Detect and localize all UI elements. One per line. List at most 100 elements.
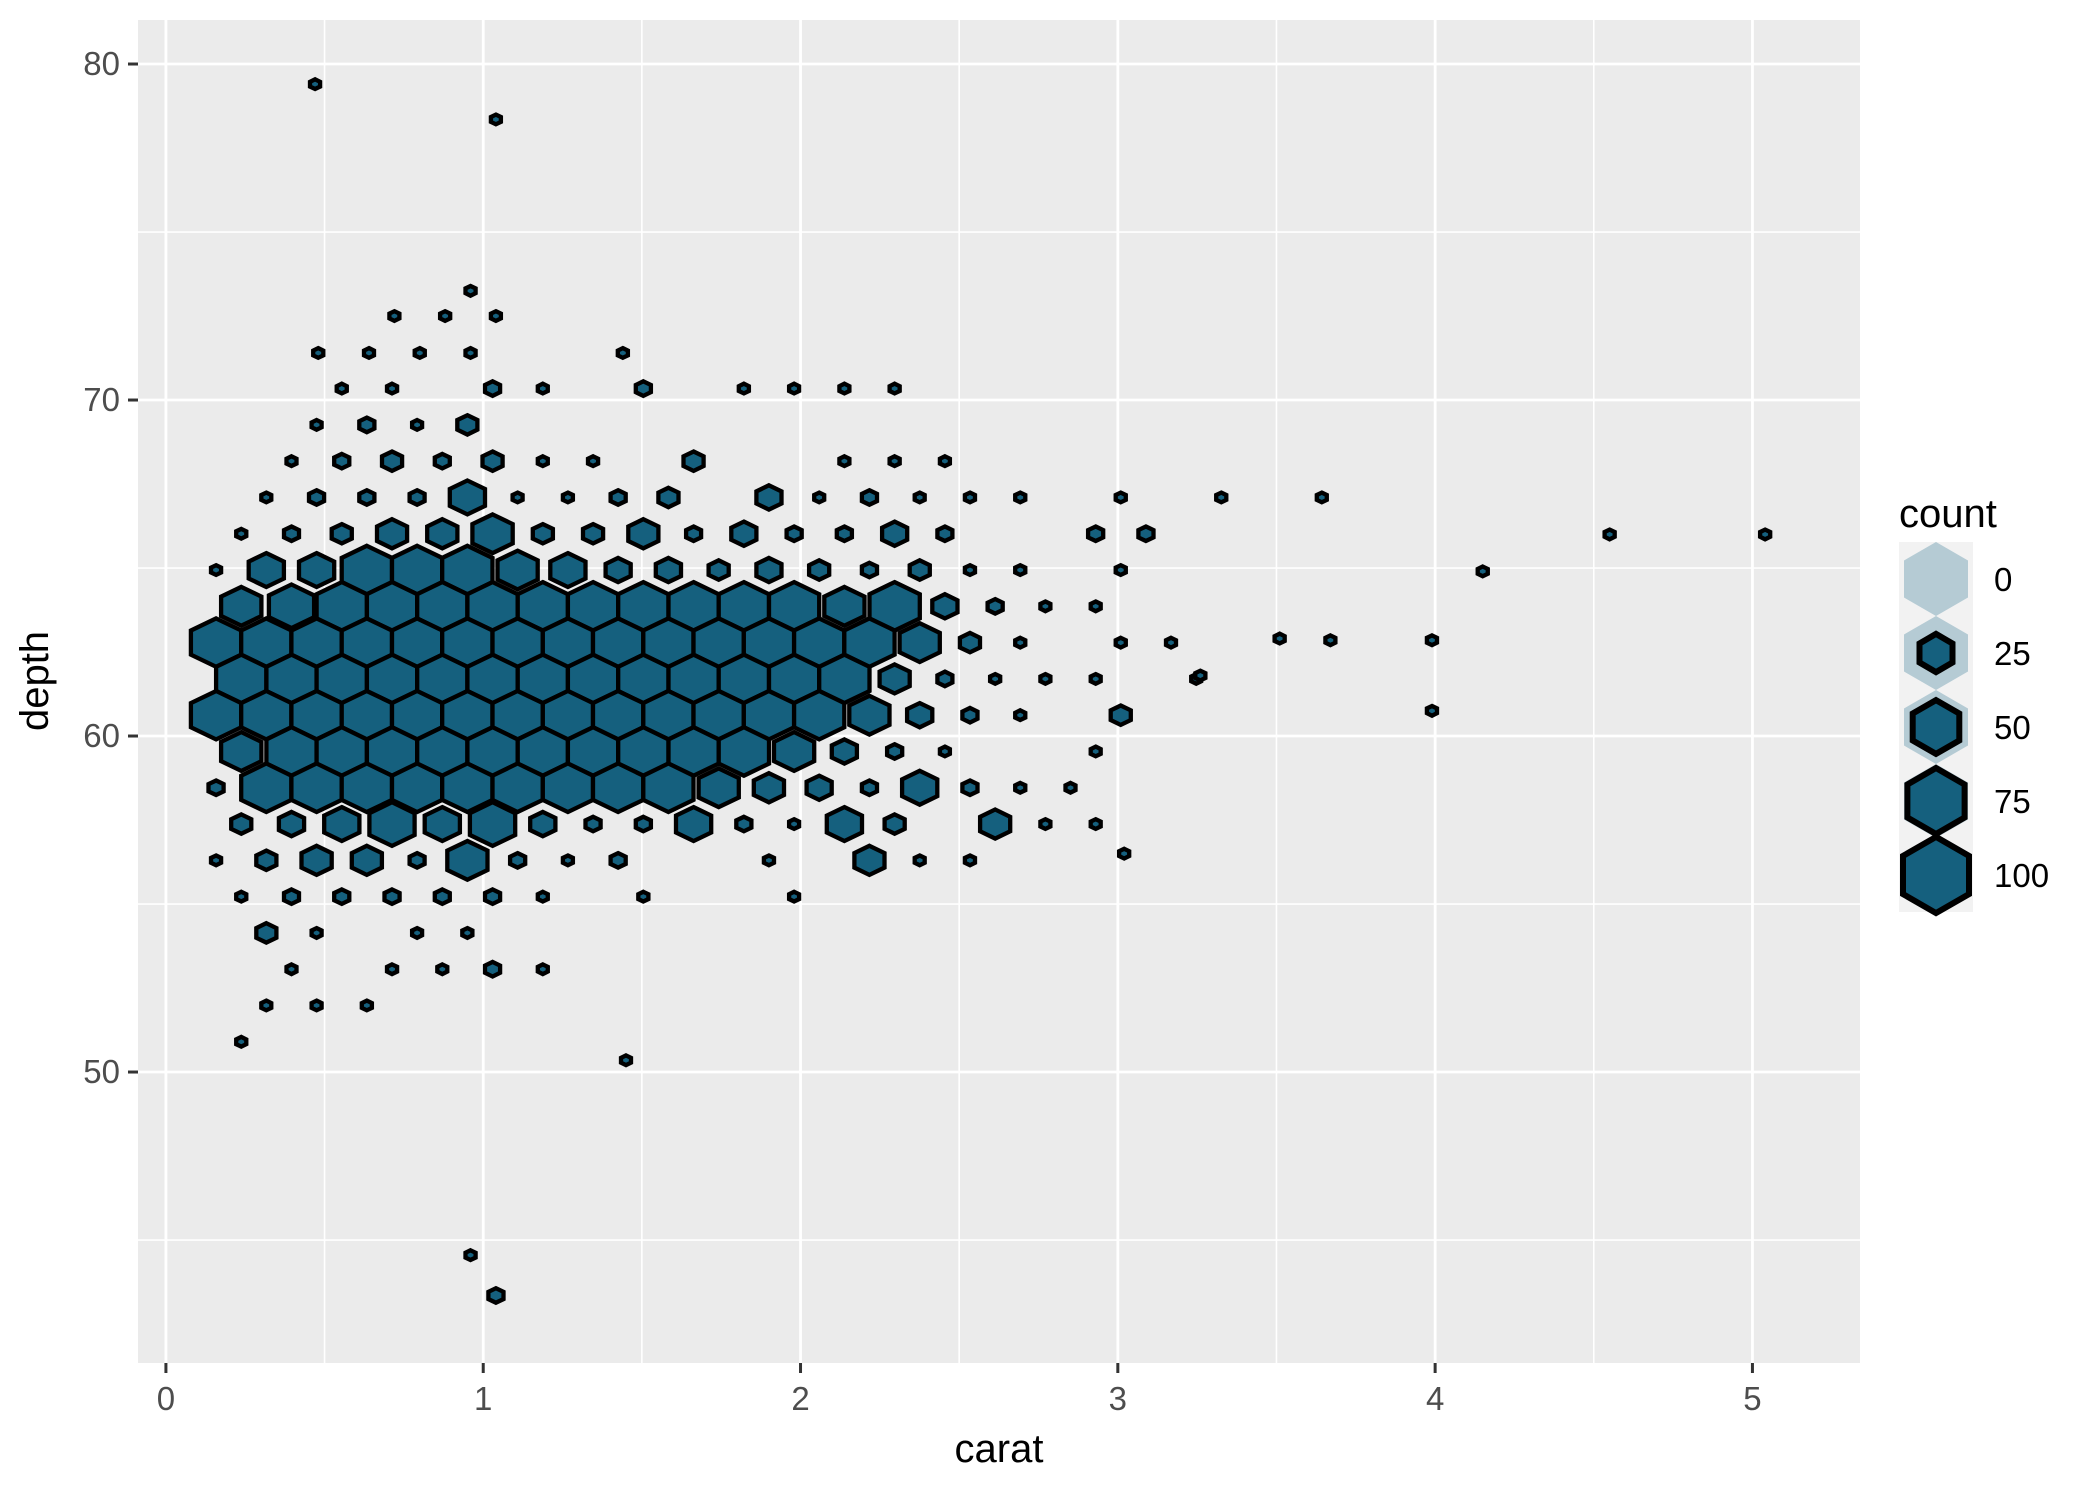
hex-bin	[907, 557, 932, 583]
hex-bin	[985, 596, 1005, 616]
hex-bin	[422, 804, 463, 844]
hex-bin	[608, 850, 628, 870]
hex-bin	[937, 453, 953, 469]
hex-bin	[412, 345, 427, 361]
hex-bin	[696, 766, 741, 810]
hex-bin	[960, 778, 980, 798]
hex-bin	[930, 591, 960, 621]
hex-bin	[463, 283, 478, 299]
hex-bin	[548, 550, 588, 590]
hex-bin	[254, 848, 279, 873]
hex-bin	[681, 449, 706, 474]
hex-bin	[432, 451, 452, 471]
hex-bin	[1013, 707, 1028, 723]
hex-bin	[535, 381, 550, 396]
hex-bin	[761, 853, 777, 868]
hex-bin	[962, 562, 978, 578]
legend-label: 25	[1994, 635, 2031, 672]
hex-bin	[837, 381, 852, 396]
hex-bin	[259, 998, 274, 1013]
hex-bin	[284, 962, 299, 977]
hex-bin	[1013, 490, 1028, 505]
hex-bin	[306, 487, 327, 508]
legend-hexagon-icon	[1916, 630, 1956, 676]
hex-bin	[887, 453, 902, 469]
hex-bin	[530, 521, 556, 546]
hex-bin	[528, 809, 558, 839]
hex-bin	[734, 814, 754, 834]
hex-bin	[784, 524, 804, 544]
hex-bin	[935, 669, 955, 689]
hex-bin	[1424, 703, 1440, 719]
hex-bin	[1088, 816, 1103, 832]
legend-ghost-hexagon-icon	[1904, 542, 1968, 616]
y-tick-label: 70	[83, 381, 120, 418]
hex-bin	[1113, 490, 1128, 505]
hex-bin	[309, 925, 324, 941]
y-tick-label: 60	[83, 717, 120, 754]
hex-bin	[535, 453, 550, 469]
hex-bin	[486, 1285, 506, 1306]
legend-label: 0	[1994, 561, 2012, 598]
hex-bin	[281, 524, 302, 544]
hex-bin	[309, 998, 324, 1013]
hex-bin	[407, 850, 427, 870]
hex-bin	[754, 482, 784, 512]
hex-bin	[859, 487, 880, 508]
legend-hexagon-icon	[1904, 764, 1968, 838]
hex-bin	[879, 519, 910, 549]
hex-bin	[488, 308, 504, 324]
hex-bin	[407, 487, 427, 508]
legend-label: 50	[1994, 709, 2031, 746]
hex-bin	[837, 453, 852, 469]
hex-bin	[507, 850, 528, 870]
hex-bin	[239, 761, 294, 815]
hex-bin	[706, 557, 731, 583]
hex-bin	[409, 417, 425, 433]
hex-bin	[987, 671, 1003, 687]
hex-bin	[445, 838, 490, 883]
hex-bin	[234, 1034, 249, 1049]
x-tick-label: 4	[1426, 1380, 1444, 1417]
hex-bin	[786, 889, 802, 904]
hex-bin	[1757, 527, 1773, 542]
hex-bin	[332, 451, 352, 471]
hex-bin	[1013, 562, 1028, 578]
hex-bin	[580, 521, 606, 546]
hex-bin	[332, 887, 352, 907]
hex-bin	[482, 378, 503, 399]
hex-bin	[683, 524, 704, 544]
hex-bin	[276, 809, 307, 839]
hex-bin	[374, 516, 410, 551]
hex-bin	[463, 345, 478, 361]
hex-bin	[937, 744, 953, 759]
hex-bin	[234, 889, 249, 904]
hex-bin	[535, 889, 550, 904]
hex-bin	[716, 724, 772, 779]
hex-bin	[361, 345, 377, 361]
hex-bin	[608, 487, 628, 508]
hex-bin	[736, 381, 752, 396]
hex-bin	[729, 519, 759, 549]
hex-bin	[977, 807, 1013, 841]
hex-bin	[751, 770, 787, 805]
hex-bin	[480, 449, 505, 474]
hex-bin	[384, 381, 400, 396]
hex-bin	[425, 516, 460, 551]
hex-bin	[618, 1053, 634, 1068]
hex-bin	[1602, 527, 1617, 542]
hex-bin	[1214, 490, 1229, 505]
hex-bin	[455, 412, 480, 437]
legend-hexagon-icon	[1909, 696, 1963, 758]
hex-bin	[859, 560, 880, 580]
hex-bin	[882, 812, 907, 837]
hex-bin	[482, 959, 503, 979]
hex-bin	[379, 449, 405, 474]
hex-bin	[1038, 816, 1053, 832]
hex-bin	[357, 487, 377, 508]
hex-bin	[935, 524, 955, 544]
hex-bin	[771, 729, 817, 774]
hex-bin	[899, 768, 940, 808]
legend-label: 100	[1994, 857, 2049, 894]
hex-bin	[1013, 780, 1028, 795]
